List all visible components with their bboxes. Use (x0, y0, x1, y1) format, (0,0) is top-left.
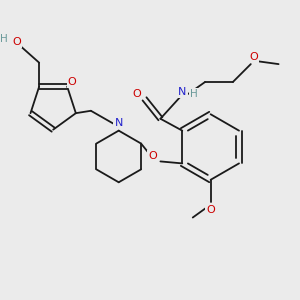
Text: O: O (132, 89, 141, 99)
Text: N: N (115, 118, 123, 128)
Text: O: O (249, 52, 258, 62)
Text: O: O (12, 37, 21, 47)
Text: O: O (148, 152, 157, 161)
Text: O: O (68, 76, 76, 87)
Text: H: H (0, 34, 7, 44)
Text: H: H (190, 89, 198, 99)
Text: O: O (206, 205, 215, 214)
Text: N: N (178, 87, 186, 97)
